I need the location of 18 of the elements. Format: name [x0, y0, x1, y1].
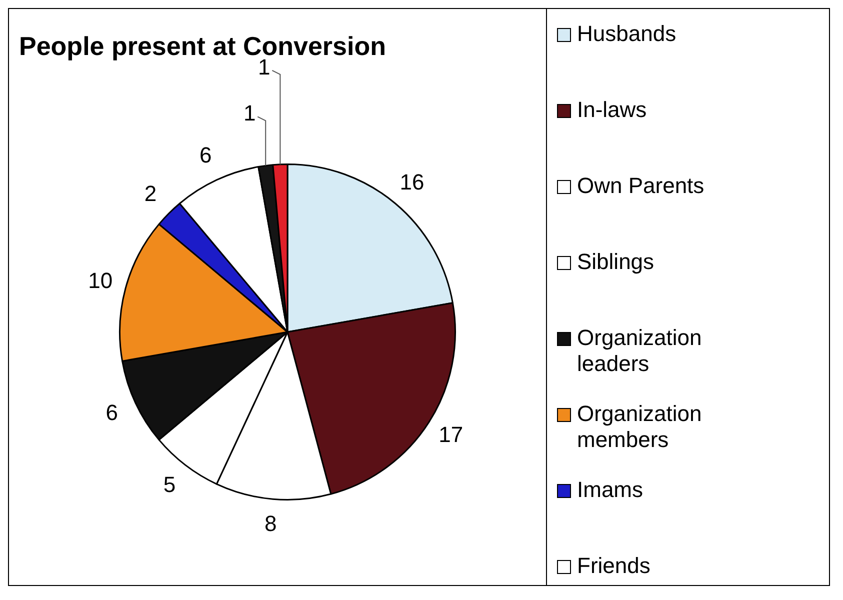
data-label: 1 [258, 54, 270, 80]
data-label: 6 [106, 400, 118, 425]
data-label: 2 [144, 181, 157, 206]
data-label: 5 [163, 472, 176, 497]
data-label: 10 [88, 268, 113, 293]
legend-label: Organization leaders [577, 325, 703, 377]
data-label: 17 [438, 422, 464, 448]
legend-label: Imams [577, 477, 644, 503]
legend-label: In-laws [577, 97, 648, 123]
data-label: 1 [243, 100, 256, 126]
legend-label: Friends [577, 553, 652, 579]
legend-label: Husbands [577, 21, 678, 47]
data-label: 16 [400, 170, 424, 195]
data-label: 8 [264, 511, 277, 536]
data-label: 6 [199, 142, 212, 168]
legend-label: Siblings [577, 249, 656, 275]
legend-label: Own Parents [577, 173, 706, 199]
legend-label: Organization members [577, 401, 703, 453]
